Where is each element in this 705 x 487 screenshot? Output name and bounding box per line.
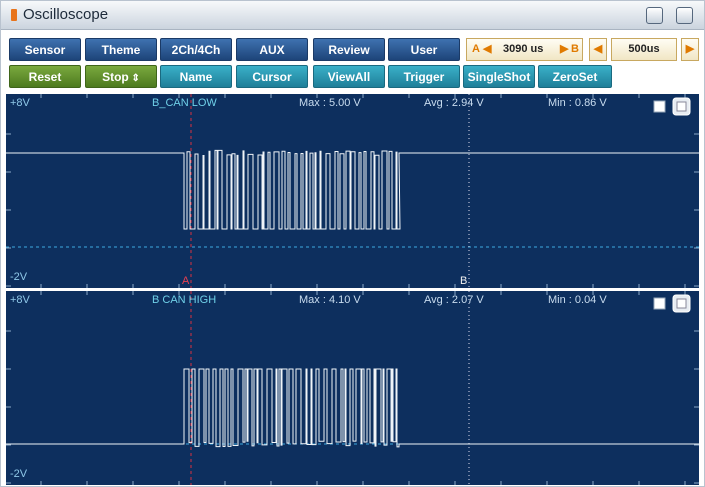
avg-value: Avg : 2.94 V	[424, 97, 484, 109]
cursor-time-value: 3090 us	[503, 43, 544, 55]
toggle-inner	[676, 298, 687, 309]
toolbar-button[interactable]: User Setting	[388, 38, 460, 80]
button-label: SingleShot	[467, 70, 531, 84]
button-label: Trigger	[403, 70, 445, 84]
toolbar-button[interactable]: 2Ch/4Ch	[160, 38, 232, 61]
cursor-time-box: A ◀ 3090 us ▶ B	[466, 38, 583, 61]
arrow: ▶	[560, 43, 569, 55]
window-title: Oscilloscope	[23, 6, 109, 23]
cursor-b-marker: B	[460, 275, 467, 287]
max-value: Max : 4.10 V	[299, 294, 361, 306]
toolbar-button[interactable]: Stop ⇕	[85, 65, 157, 88]
scope-panel	[6, 94, 699, 288]
toolbar-button[interactable]: Theme	[85, 38, 157, 61]
checkbox[interactable]	[653, 100, 666, 113]
scale-top-label: +8V	[10, 294, 31, 306]
toolbar-button[interactable]: AUX	[236, 38, 308, 61]
toolbar-button[interactable]: ViewAll	[313, 65, 385, 88]
button-label: Stop	[102, 70, 129, 84]
toolbar-button[interactable]: Name	[160, 65, 232, 88]
time-div: 500us	[611, 38, 677, 61]
scale-bottom-label: -2V	[10, 271, 28, 283]
waveform	[6, 149, 699, 230]
min-value: Min : 0.86 V	[548, 97, 607, 109]
button-label: Reset	[28, 70, 62, 84]
toolbar-button[interactable]: Trigger	[388, 65, 460, 88]
title-bar: Oscilloscope	[1, 1, 704, 30]
toolbar-button[interactable]: Reset	[9, 65, 81, 88]
channel-name: B CAN HIGH	[152, 294, 216, 306]
checkbox[interactable]	[653, 297, 666, 310]
toolbar-button[interactable]: ZeroSet	[538, 65, 612, 88]
waveform	[6, 368, 699, 448]
time-decrease[interactable]: ◀	[589, 38, 607, 61]
channel-name: B_CAN LOW	[152, 97, 217, 109]
button-label: Cursor	[252, 70, 292, 84]
avg-value: Avg : 2.07 V	[424, 294, 484, 306]
max-value: Max : 5.00 V	[299, 97, 361, 109]
restore-button[interactable]	[646, 7, 663, 24]
toolbar-button[interactable]: SingleShot	[463, 65, 535, 88]
cursor-b-label: B	[571, 43, 579, 55]
button-label: Name	[179, 70, 213, 84]
app-icon	[11, 9, 17, 21]
min-value: Min : 0.04 V	[548, 294, 607, 306]
time-increase[interactable]: ▶	[681, 38, 699, 61]
cursor-a-label: A	[472, 43, 480, 55]
toolbar-button[interactable]: Sensor	[9, 38, 81, 61]
cursor-a-marker: A	[182, 275, 190, 287]
menu-button[interactable]	[676, 7, 693, 24]
scale-bottom-label: -2V	[10, 468, 28, 480]
dropdown-arrow: ⇕	[128, 73, 140, 84]
scale-top-label: +8V	[10, 97, 31, 109]
arrow: ◀	[483, 43, 492, 55]
button-label: ZeroSet	[552, 70, 598, 84]
scope-panels: +8V B_CAN LOW Max : 5.00 V Avg : 2.94 V Min …	[6, 94, 699, 485]
button-label: ViewAll	[327, 70, 371, 84]
toolbar-button[interactable]: Review	[313, 38, 385, 61]
toggle-inner	[676, 101, 687, 112]
toolbar-button[interactable]: Cursor	[236, 65, 308, 88]
